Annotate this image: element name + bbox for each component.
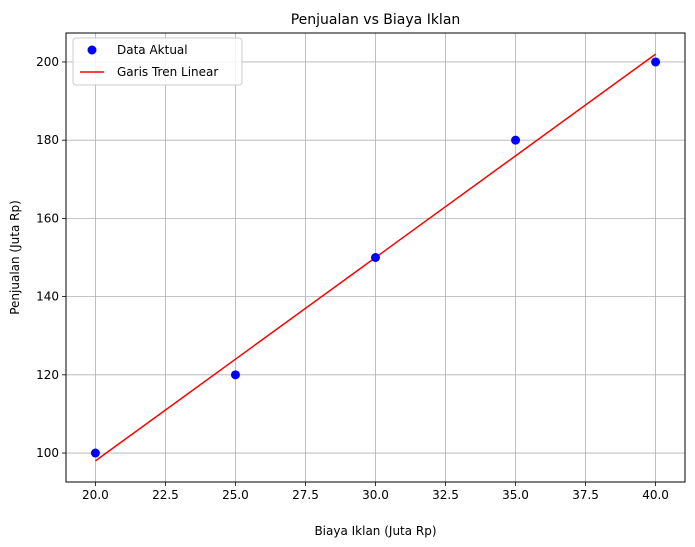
y-tick-label: 180 xyxy=(36,133,59,147)
data-point xyxy=(230,370,240,380)
x-tick-label: 22.5 xyxy=(152,488,179,502)
x-axis-title: Biaya Iklan (Juta Rp) xyxy=(314,524,436,538)
chart-title: Penjualan vs Biaya Iklan xyxy=(291,12,461,28)
x-tick-label: 32.5 xyxy=(432,488,459,502)
legend-label-garis-tren: Garis Tren Linear xyxy=(117,65,218,79)
data-point xyxy=(651,57,661,67)
y-tick-label: 200 xyxy=(36,55,59,69)
x-tick-label: 40.0 xyxy=(642,488,669,502)
x-tick-label: 20.0 xyxy=(82,488,109,502)
legend-box xyxy=(72,37,243,86)
x-tick-label: 30.0 xyxy=(362,488,389,502)
x-tick-label: 35.0 xyxy=(502,488,529,502)
series-layer xyxy=(90,53,661,462)
y-tick-label: 160 xyxy=(36,211,59,225)
legend-label-data-aktual: Data Aktual xyxy=(117,43,188,57)
grid xyxy=(66,33,685,482)
y-tick-label: 120 xyxy=(36,368,59,382)
y-tick-label: 140 xyxy=(36,290,59,304)
ticks: 20.0 22.5 25.0 27.5 30.0 32.5 35.0 37.5 40.0 100 1… xyxy=(36,55,669,502)
data-point xyxy=(90,448,100,458)
x-tick-label: 37.5 xyxy=(572,488,599,502)
x-tick-label: 25.0 xyxy=(222,488,249,502)
data-point xyxy=(371,253,380,262)
y-axis-title: Penjualan (Juta Rp) xyxy=(8,200,22,315)
x-tick-label: 27.5 xyxy=(292,488,319,502)
y-tick-label: 100 xyxy=(36,446,59,460)
legend-marker-data-aktual xyxy=(87,45,97,55)
data-point xyxy=(511,135,521,145)
legend: Data Aktual Garis Tren Linear xyxy=(72,37,243,86)
